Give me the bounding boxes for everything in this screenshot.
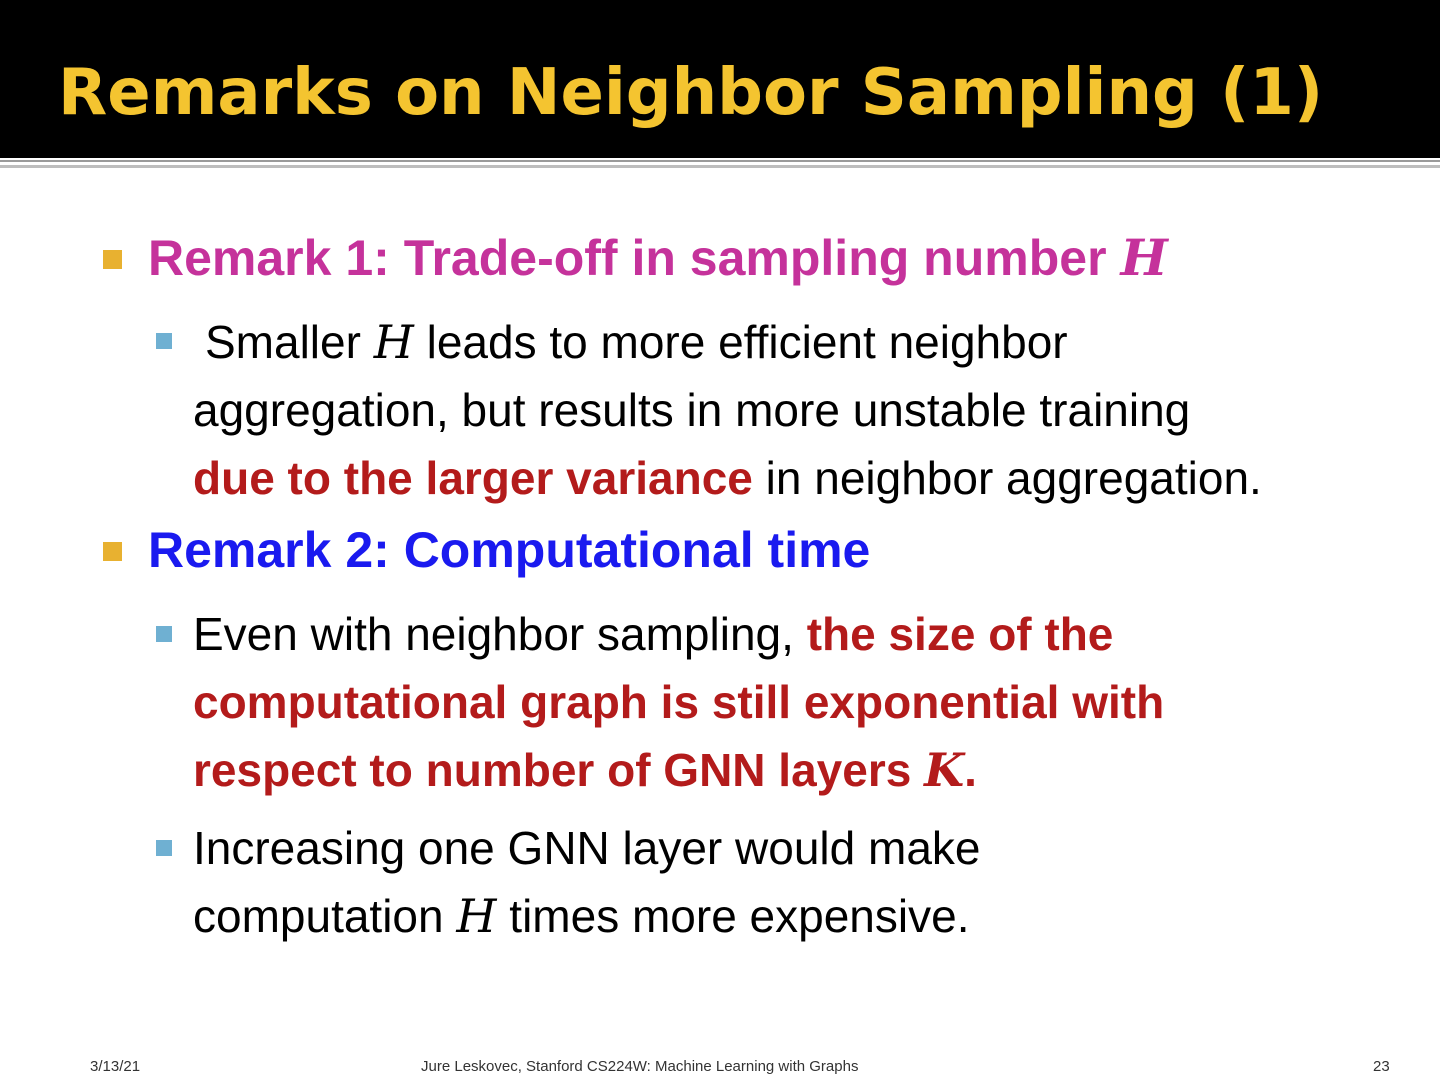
remark-2-point-1-line-1: Even with neighbor sampling, the size of… — [193, 600, 1113, 668]
text-span: leads to more efficient neighbor — [426, 316, 1068, 368]
text-span: in neighbor aggregation. — [765, 452, 1262, 504]
square-bullet-icon — [103, 250, 122, 269]
square-bullet-icon — [103, 542, 122, 561]
square-bullet-icon — [156, 626, 172, 642]
remark-2-point-2-line-2: computation H times more expensive. — [193, 882, 969, 950]
title-bar — [0, 0, 1440, 158]
text-span: Even with neighbor sampling, — [193, 608, 794, 660]
remark-2-point-2-line-1: Increasing one GNN layer would make — [193, 822, 981, 874]
remark-2-heading: Remark 2: Computational time — [148, 522, 871, 578]
variable-h: H — [373, 315, 414, 369]
variable-h: H — [456, 889, 497, 943]
title-divider-secondary — [0, 165, 1440, 168]
remark-1-heading: Remark 1: Trade-off in sampling number H — [148, 224, 1168, 292]
footer-date: 3/13/21 — [90, 1058, 141, 1075]
remark-1-point-1-line-1: Smaller H leads to more efficient neighb… — [205, 308, 1068, 376]
square-bullet-icon — [156, 333, 172, 349]
remark-1-label: Remark 1: Trade-off in sampling number — [148, 230, 1107, 286]
remark-2-point-1-line-3: respect to number of GNN layers K. — [193, 736, 977, 804]
remark-2-point-1-line-2: computational graph is still exponential… — [193, 676, 1165, 728]
variable-k: K — [924, 743, 965, 797]
remark-1-variable: H — [1120, 228, 1168, 287]
slide-title: Remarks on Neighbor Sampling (1) — [58, 56, 1324, 130]
footer-citation: Jure Leskovec, Stanford CS224W: Machine … — [421, 1058, 859, 1075]
remark-1-point-1-line-3: due to the larger variance in neighbor a… — [193, 444, 1262, 512]
emphasis-text: respect to number of GNN layers — [193, 744, 912, 796]
text-span: . — [964, 744, 977, 796]
text-span: computation — [193, 890, 444, 942]
square-bullet-icon — [156, 840, 172, 856]
footer-page-number: 23 — [1373, 1058, 1390, 1075]
emphasis-text: due to the larger variance — [193, 452, 753, 504]
remark-1-point-1-line-2: aggregation, but results in more unstabl… — [193, 384, 1191, 436]
title-divider — [0, 160, 1440, 162]
text-span: times more expensive. — [509, 890, 970, 942]
text-span: Smaller — [205, 316, 361, 368]
emphasis-text: the size of the — [806, 608, 1114, 660]
